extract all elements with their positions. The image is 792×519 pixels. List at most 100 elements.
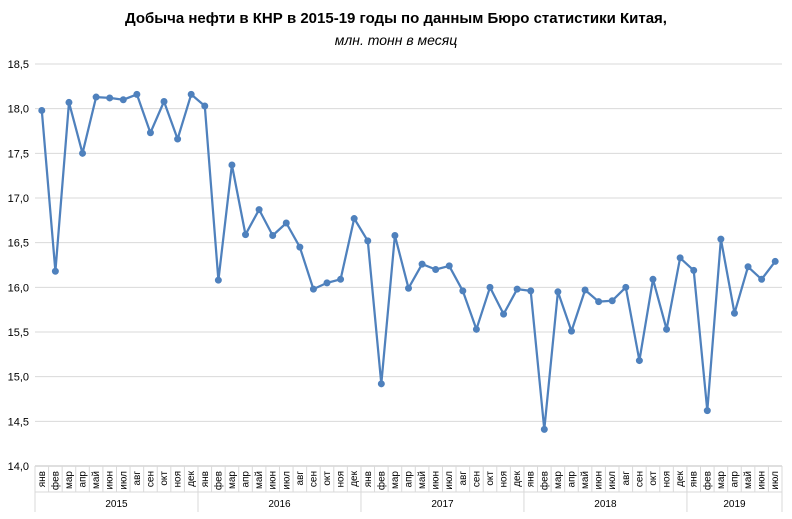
x-tick-label: июл (607, 471, 618, 490)
y-tick-label: 18,5 (8, 59, 29, 71)
x-tick-label: авг (458, 471, 469, 486)
chart-subtitle: млн. тонн в месяц (334, 32, 458, 48)
data-point (282, 219, 290, 227)
x-tick-label: авг (621, 471, 632, 486)
data-point (500, 310, 508, 318)
data-point (269, 232, 277, 240)
x-tick-label: янв (526, 471, 537, 487)
y-tick-label: 17,5 (8, 148, 29, 160)
x-tick-label: янв (200, 471, 211, 487)
x-tick-label: май (580, 471, 591, 489)
x-tick-label: сен (145, 471, 156, 487)
x-tick-label: окт (485, 471, 496, 486)
x-tick-label: фев (538, 471, 550, 490)
data-point (635, 357, 643, 365)
x-tick-label: июл (281, 471, 292, 490)
year-label: 2017 (431, 499, 454, 510)
y-tick-label: 18,0 (8, 104, 29, 116)
y-tick-label: 14,5 (8, 416, 29, 428)
y-tick-label: 16,5 (8, 238, 29, 250)
x-tick-label: ноя (173, 471, 184, 488)
data-point (255, 206, 263, 214)
x-tick-label: май (743, 471, 754, 489)
year-label: 2015 (105, 499, 128, 510)
x-tick-label: сен (308, 471, 319, 487)
data-point (690, 266, 698, 274)
data-point (567, 327, 575, 335)
x-tick-label: фев (701, 471, 713, 490)
year-label: 2016 (268, 499, 291, 510)
chart-title: Добыча нефти в КНР в 2015-19 годы по дан… (125, 10, 667, 27)
data-point (717, 235, 725, 243)
x-tick-label: июн (268, 471, 279, 490)
data-point (337, 275, 345, 283)
data-point (119, 96, 127, 104)
x-tick-label: апр (241, 471, 252, 488)
data-point (377, 380, 385, 388)
y-tick-label: 17,0 (8, 193, 29, 205)
data-point (106, 94, 114, 102)
data-point (622, 283, 630, 291)
data-point (51, 267, 59, 275)
data-point (38, 106, 46, 114)
data-point (350, 215, 358, 223)
x-tick-label: июн (105, 471, 116, 490)
x-tick-label: ноя (336, 471, 347, 488)
data-point (146, 129, 154, 137)
data-point (309, 285, 317, 293)
data-point (214, 276, 222, 284)
x-tick-label: апр (78, 471, 89, 488)
data-point (174, 135, 182, 143)
data-point (187, 90, 195, 98)
x-tick-label: фев (49, 471, 61, 490)
x-tick-label: апр (404, 471, 415, 488)
y-tick-label: 15,5 (8, 327, 29, 339)
x-tick-label: янв (363, 471, 374, 487)
x-tick-label: окт (159, 471, 170, 486)
data-point (758, 275, 766, 283)
x-tick-label: июн (431, 471, 442, 490)
x-tick-label: июл (770, 471, 781, 490)
y-tick-label: 16,0 (8, 282, 29, 294)
x-tick-label: дек (675, 470, 686, 486)
x-tick-label: авг (132, 471, 143, 486)
data-point (472, 325, 480, 333)
x-tick-label: фев (212, 471, 224, 490)
year-label: 2018 (594, 499, 617, 510)
data-point (649, 275, 657, 283)
data-point (92, 93, 100, 101)
y-tick-label: 14,0 (8, 461, 29, 473)
data-point (364, 237, 372, 245)
data-point (418, 260, 426, 268)
x-tick-label: окт (322, 471, 333, 486)
data-point (459, 287, 467, 295)
data-point (730, 309, 738, 317)
data-point (160, 98, 168, 106)
data-point (486, 283, 494, 291)
data-point (323, 279, 331, 287)
data-point (581, 286, 589, 294)
x-tick-label: ноя (499, 471, 510, 488)
x-tick-label: мар (390, 471, 401, 489)
data-point (744, 263, 752, 271)
data-point (296, 243, 304, 251)
x-tick-label: июл (118, 471, 129, 490)
x-tick-label: дек (186, 470, 197, 486)
x-tick-label: мар (64, 471, 75, 489)
x-tick-label: май (254, 471, 265, 489)
x-tick-label: сен (471, 471, 482, 487)
data-point (663, 325, 671, 333)
data-point (527, 287, 535, 295)
x-tick-label: дек (512, 470, 523, 486)
data-point (228, 161, 236, 169)
data-point (432, 265, 440, 273)
year-label: 2019 (723, 499, 746, 510)
x-tick-label: янв (37, 471, 48, 487)
data-point (771, 257, 779, 265)
data-point (554, 288, 562, 296)
data-point (391, 232, 399, 240)
x-tick-label: сен (634, 471, 645, 487)
data-point (242, 231, 250, 239)
